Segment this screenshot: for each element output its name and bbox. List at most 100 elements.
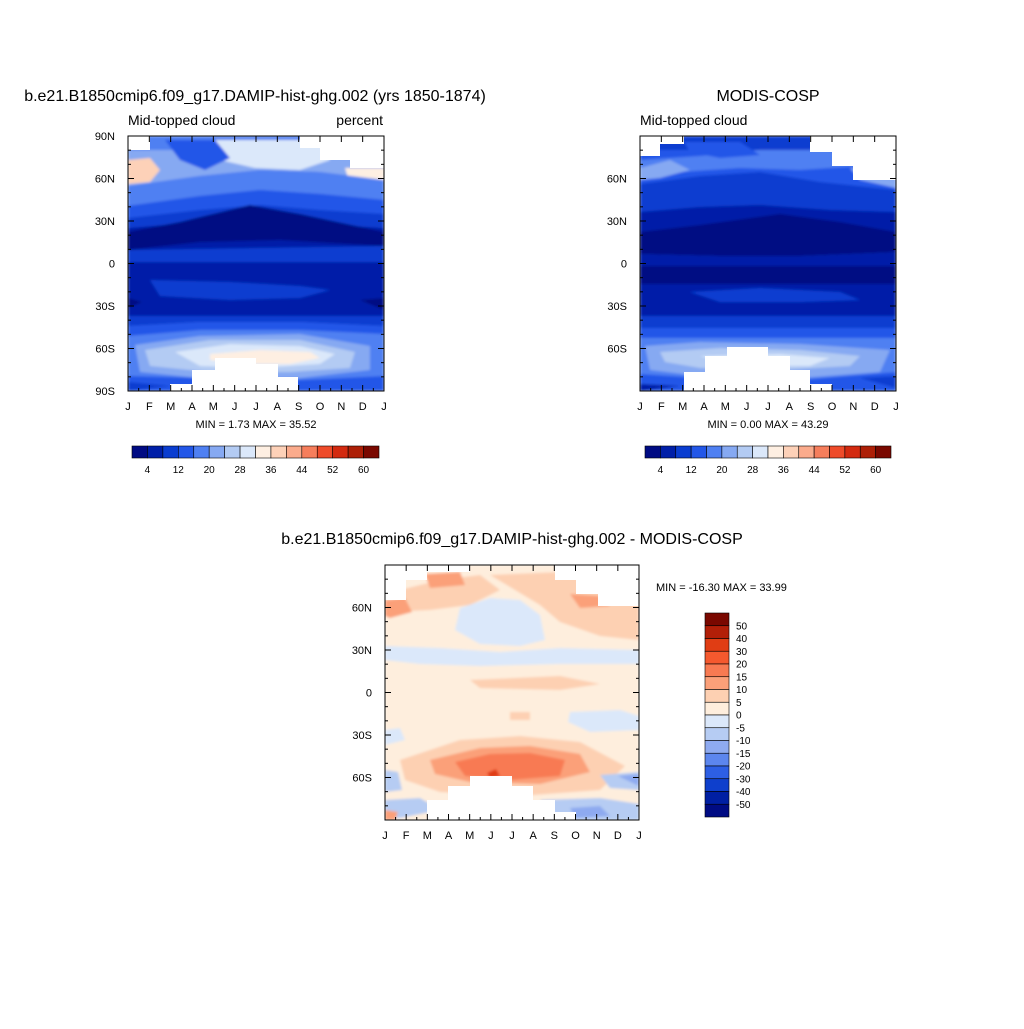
obs-colorbar-swatch <box>752 445 769 459</box>
diff-colorbar-swatch <box>704 727 730 741</box>
obs-band <box>860 376 896 388</box>
model-band <box>150 280 330 300</box>
model-colorbar-swatch <box>239 445 256 459</box>
diff-band <box>385 798 440 818</box>
obs-band <box>690 288 860 302</box>
obs-colorbar-swatch <box>844 445 861 459</box>
obs-x-tick-label: D <box>871 401 879 413</box>
obs-band <box>640 150 860 176</box>
model-colorbar-swatch <box>332 445 349 459</box>
obs-colorbar-label: 20 <box>716 465 728 476</box>
obs-panel: MODIS-COSP Mid-topped cloud <box>607 88 899 476</box>
diff-x-tick-label: A <box>445 830 453 842</box>
diff-band <box>425 572 465 588</box>
obs-y-tick-label: 60N <box>607 174 627 186</box>
model-y-tick-label: 30S <box>95 301 115 313</box>
diff-x-tick-label: M <box>423 830 432 842</box>
model-colorbar-label: 36 <box>265 465 277 476</box>
diff-x-tick-label: N <box>593 830 601 842</box>
diff-colorbar-label: 40 <box>736 634 748 645</box>
diff-colorbar-swatch <box>704 791 730 805</box>
model-stats: MIN = 1.73 MAX = 35.52 <box>195 419 316 431</box>
obs-band <box>640 252 896 266</box>
diff-colorbar-label: -20 <box>736 762 751 773</box>
obs-colorbar-swatch <box>660 445 677 459</box>
model-x-tick-label: J <box>125 401 131 413</box>
diff-colorbar-swatch <box>704 752 730 767</box>
obs-missing-north <box>640 136 896 180</box>
model-y-tick-label: 60N <box>95 174 115 186</box>
model-colorbar-swatch <box>363 445 380 459</box>
diff-colorbar-label: -5 <box>736 723 745 734</box>
model-x-tick-label: M <box>166 401 175 413</box>
obs-axes: J F M A M J J A S O N D J 60N 30N 0 30S 60S <box>607 135 899 413</box>
diff-colorbar-swatch <box>704 663 730 678</box>
obs-colorbar-swatch <box>813 445 830 459</box>
diff-colorbar-label: 5 <box>736 698 742 709</box>
obs-y-tick-label: 30S <box>607 301 627 313</box>
diff-band <box>470 676 600 690</box>
obs-x-tick-label: J <box>765 401 771 413</box>
model-x-tick-label: J <box>381 401 387 413</box>
model-x-tick-label: J <box>253 401 259 413</box>
diff-colorbar-label: -50 <box>736 800 751 811</box>
model-y-tick-label: 0 <box>109 259 115 271</box>
obs-band <box>640 190 896 212</box>
diff-colorbar-swatch <box>704 689 730 703</box>
model-colorbar-label: 60 <box>358 465 370 476</box>
obs-colorbar-label: 52 <box>839 465 851 476</box>
obs-heatmap <box>640 136 896 391</box>
model-band <box>128 158 160 184</box>
model-right-label: percent <box>336 112 383 128</box>
model-colorbar-swatch <box>178 445 195 459</box>
obs-colorbar-swatch <box>859 445 876 459</box>
model-x-tick-label: O <box>316 401 325 413</box>
obs-left-label: Mid-topped cloud <box>640 112 747 128</box>
obs-missing-south <box>684 347 832 391</box>
obs-x-tick-label: M <box>678 401 687 413</box>
diff-x-tick-label: D <box>614 830 622 842</box>
model-x-tick-label: A <box>274 401 282 413</box>
model-x-tick-label: N <box>337 401 345 413</box>
diff-band <box>487 769 500 778</box>
diff-colorbar-swatch <box>704 740 730 754</box>
diff-colorbar-label: 50 <box>736 621 748 632</box>
model-x-tick-label: S <box>295 401 302 413</box>
diff-colorbar-label: 20 <box>736 660 748 671</box>
diff-heatmap <box>385 565 639 820</box>
diff-colorbar-swatch <box>704 714 730 729</box>
diff-colorbar-swatch <box>704 778 730 792</box>
diff-band <box>385 728 405 745</box>
model-band <box>128 170 384 206</box>
model-band <box>128 316 384 326</box>
obs-colorbar-label: 44 <box>809 465 821 476</box>
obs-x-tick-label: J <box>637 401 643 413</box>
model-heatmap <box>128 136 384 391</box>
diff-y-tick-label: 60N <box>352 603 372 615</box>
obs-band <box>684 142 760 158</box>
model-x-tick-label: D <box>359 401 367 413</box>
diff-missing-north <box>385 565 639 606</box>
obs-x-tick-label: A <box>786 401 794 413</box>
obs-x-tick-label: A <box>700 401 708 413</box>
obs-x-tick-label: N <box>849 401 857 413</box>
obs-colorbar-swatch <box>783 445 800 459</box>
model-x-tick-label: A <box>188 401 196 413</box>
diff-colorbar-swatch <box>704 676 730 690</box>
obs-colorbar-swatch <box>721 445 738 459</box>
model-colorbar-swatch <box>224 445 241 459</box>
diff-x-tick-label: O <box>571 830 580 842</box>
diff-x-tick-label: J <box>509 830 515 842</box>
diff-colorbar-swatch <box>704 650 730 665</box>
model-colorbar-swatch <box>147 445 164 459</box>
model-band <box>128 246 384 262</box>
diff-colorbar-label: 15 <box>736 672 748 683</box>
model-colorbar-swatch <box>208 445 225 459</box>
model-colorbar: 4 12 20 28 36 44 52 60 <box>131 445 380 476</box>
diff-band <box>385 770 402 792</box>
model-colorbar-swatch <box>347 445 364 459</box>
diff-x-tick-label: J <box>636 830 642 842</box>
model-colorbar-swatch <box>286 445 303 459</box>
